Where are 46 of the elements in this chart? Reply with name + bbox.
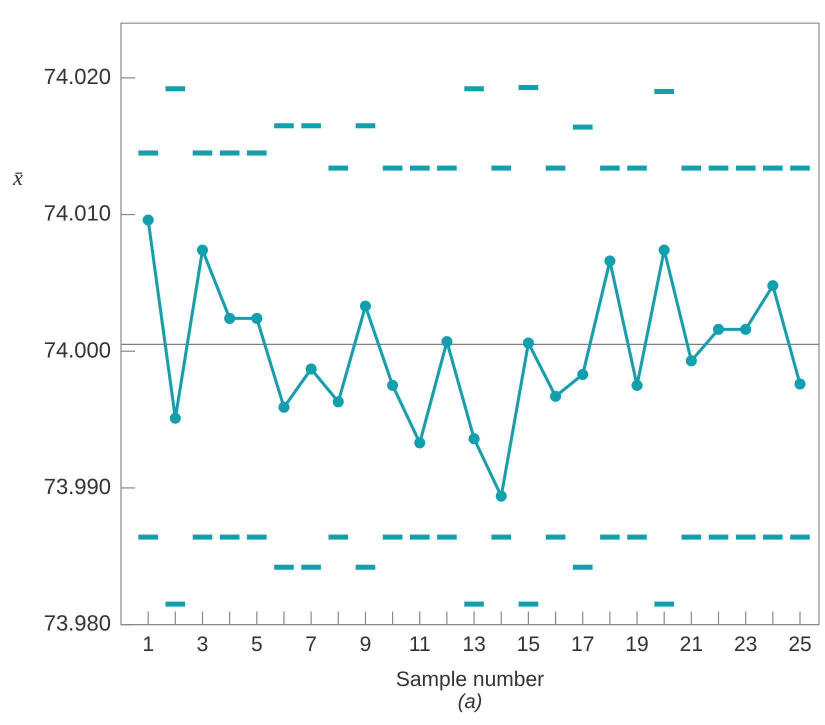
- point: [794, 378, 806, 390]
- x-tick-label: 11: [408, 632, 431, 656]
- point: [550, 390, 562, 402]
- y-tick-label: 73.980: [44, 610, 111, 636]
- point: [468, 433, 480, 444]
- y-axis-title: x̄: [12, 164, 24, 190]
- x-axis-title: Sample number: [396, 668, 544, 692]
- y-tick-label: 73.990: [44, 474, 111, 499]
- x-tick-label: 3: [196, 632, 208, 656]
- point: [196, 244, 208, 256]
- x-tick-label: 9: [360, 632, 372, 656]
- point: [387, 380, 398, 391]
- point: [767, 280, 778, 292]
- point: [332, 396, 344, 408]
- x-tick-label: 15: [516, 632, 540, 656]
- text: (a): [458, 691, 482, 714]
- point: [278, 402, 290, 413]
- point: [414, 437, 426, 448]
- point: [740, 324, 752, 335]
- point: [522, 338, 534, 349]
- x-tick-label: 25: [788, 632, 812, 656]
- point: [604, 256, 616, 267]
- point: [251, 312, 262, 324]
- point: [496, 490, 507, 502]
- x-tick-label: 23: [734, 632, 758, 656]
- x-tick-label: 17: [571, 632, 594, 656]
- point: [142, 214, 154, 226]
- point: [170, 412, 181, 424]
- point: [441, 336, 452, 348]
- x-tick-label: 13: [462, 632, 486, 656]
- x-tick-label: 7: [305, 632, 317, 656]
- x-tick-label: 5: [250, 632, 263, 656]
- x-tick-label: 19: [625, 632, 649, 656]
- y-tick-label: 74.020: [44, 64, 111, 89]
- y-tick-label: 74.000: [44, 337, 111, 362]
- point: [224, 312, 236, 324]
- point: [686, 355, 697, 366]
- x-tick-label: 1: [142, 632, 154, 656]
- point: [306, 364, 317, 375]
- x-tick-label: 21: [680, 632, 704, 656]
- y-tick-label: 74.010: [44, 200, 111, 226]
- point: [713, 324, 724, 335]
- point: [658, 244, 670, 256]
- point: [577, 368, 588, 380]
- point: [632, 380, 643, 391]
- point: [360, 300, 371, 312]
